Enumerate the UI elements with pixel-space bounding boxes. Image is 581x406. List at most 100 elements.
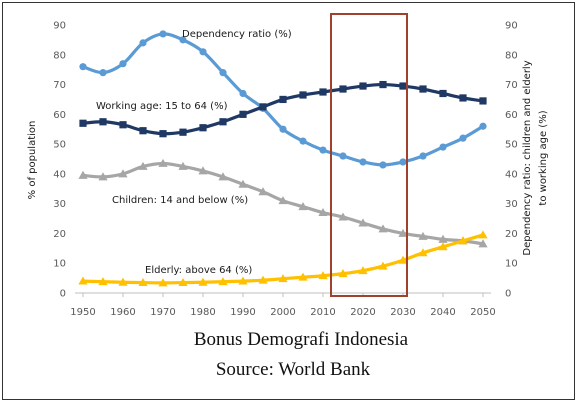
data-point <box>358 218 368 227</box>
data-point <box>198 277 208 286</box>
data-point <box>459 94 467 102</box>
data-point <box>178 277 188 287</box>
data-point <box>339 85 347 93</box>
data-point <box>478 239 488 248</box>
right-y-axis-label-line1: Dependency ratio: children and elderly <box>522 60 533 255</box>
data-point <box>439 89 447 98</box>
data-point <box>179 36 187 44</box>
data-point <box>119 60 127 68</box>
data-point <box>219 69 227 77</box>
data-point <box>239 110 247 118</box>
right-y-tick-label: 10 <box>505 259 518 270</box>
data-point <box>338 212 348 221</box>
x-tick-label: 2030 <box>390 307 415 318</box>
data-point <box>318 208 328 217</box>
data-point <box>378 261 388 270</box>
data-point <box>199 48 207 56</box>
left-y-tick-label: 30 <box>53 199 66 210</box>
data-point <box>258 275 268 284</box>
x-tick-label: 1990 <box>230 307 255 318</box>
left-y-tick-label: 70 <box>53 80 66 91</box>
data-point <box>378 224 388 233</box>
data-point <box>398 228 408 237</box>
data-point <box>98 277 108 286</box>
left-y-tick-label: 60 <box>53 110 66 121</box>
data-point <box>479 122 487 130</box>
data-point <box>198 166 208 175</box>
annotation-children: Children: 14 and below (%) <box>112 195 248 206</box>
data-point <box>258 187 268 196</box>
x-tick-label: 2000 <box>270 307 295 318</box>
data-point <box>419 85 427 93</box>
x-tick-label: 1980 <box>190 307 215 318</box>
data-point <box>178 161 188 170</box>
data-point <box>219 118 227 126</box>
data-point <box>259 103 267 111</box>
data-point <box>78 276 88 285</box>
data-point <box>319 146 327 154</box>
data-point <box>158 278 168 287</box>
data-point <box>159 30 167 38</box>
data-point <box>379 80 387 89</box>
data-point <box>218 172 228 181</box>
left-y-tick-labels: 0 10 20 30 40 50 60 70 80 90 <box>53 21 66 300</box>
data-point <box>438 242 448 251</box>
data-point <box>199 124 207 132</box>
series-0 <box>79 30 487 169</box>
data-point <box>298 202 308 211</box>
data-point <box>218 277 228 286</box>
data-point <box>139 127 147 135</box>
data-point <box>159 130 167 138</box>
right-y-tick-label: 50 <box>505 140 518 151</box>
data-point <box>138 277 148 287</box>
right-y-tick-label: 0 <box>505 289 511 300</box>
x-tick-label: 2010 <box>310 307 335 318</box>
right-y-tick-label: 70 <box>505 80 518 91</box>
left-y-tick-label: 50 <box>53 140 66 151</box>
data-point <box>359 158 367 166</box>
right-y-axis-label-line2: to working age (%) <box>538 110 549 205</box>
data-point <box>79 119 87 127</box>
data-point <box>239 89 247 98</box>
right-y-tick-label: 40 <box>505 169 518 180</box>
data-point <box>278 196 288 205</box>
data-point <box>278 274 288 283</box>
x-tick-label: 2020 <box>350 307 375 318</box>
data-point <box>418 231 428 240</box>
series-3 <box>78 230 488 287</box>
data-point <box>78 170 88 179</box>
grid-layer <box>75 292 491 297</box>
left-y-tick-label: 20 <box>53 229 66 240</box>
x-tick-label: 1950 <box>70 307 95 318</box>
annotation-working-age: Working age: 15 to 64 (%) <box>96 101 228 112</box>
x-tick-label: 2040 <box>430 307 455 318</box>
right-y-tick-label: 20 <box>505 229 518 240</box>
data-point <box>479 97 487 105</box>
left-y-axis-label: % of population <box>27 121 38 200</box>
data-point <box>358 266 368 275</box>
caption-title: Bonus Demografi Indonesia <box>194 329 409 350</box>
data-point <box>238 179 248 188</box>
right-y-tick-label: 80 <box>505 50 518 61</box>
data-point <box>158 158 168 167</box>
x-tick-labels: 1950 1960 1970 1980 1990 2000 2010 2020 2030 2040… <box>70 307 495 318</box>
annotation-dependency-ratio: Dependency ratio (%) <box>182 29 292 40</box>
series-1 <box>79 80 487 138</box>
data-point <box>458 236 468 245</box>
data-point <box>138 161 148 170</box>
x-tick-label: 1960 <box>110 307 135 318</box>
data-point <box>399 82 407 90</box>
data-point <box>319 88 327 96</box>
highlight-box <box>330 13 408 297</box>
data-point <box>419 152 427 160</box>
data-point <box>99 118 107 126</box>
data-point <box>359 82 367 90</box>
left-y-tick-label: 80 <box>53 50 66 61</box>
data-point <box>99 69 107 77</box>
data-point <box>119 121 127 129</box>
data-point <box>179 128 187 136</box>
data-point <box>418 248 428 257</box>
data-point <box>478 230 488 239</box>
right-y-tick-labels: 0 10 20 30 40 50 60 70 80 90 <box>505 21 518 300</box>
